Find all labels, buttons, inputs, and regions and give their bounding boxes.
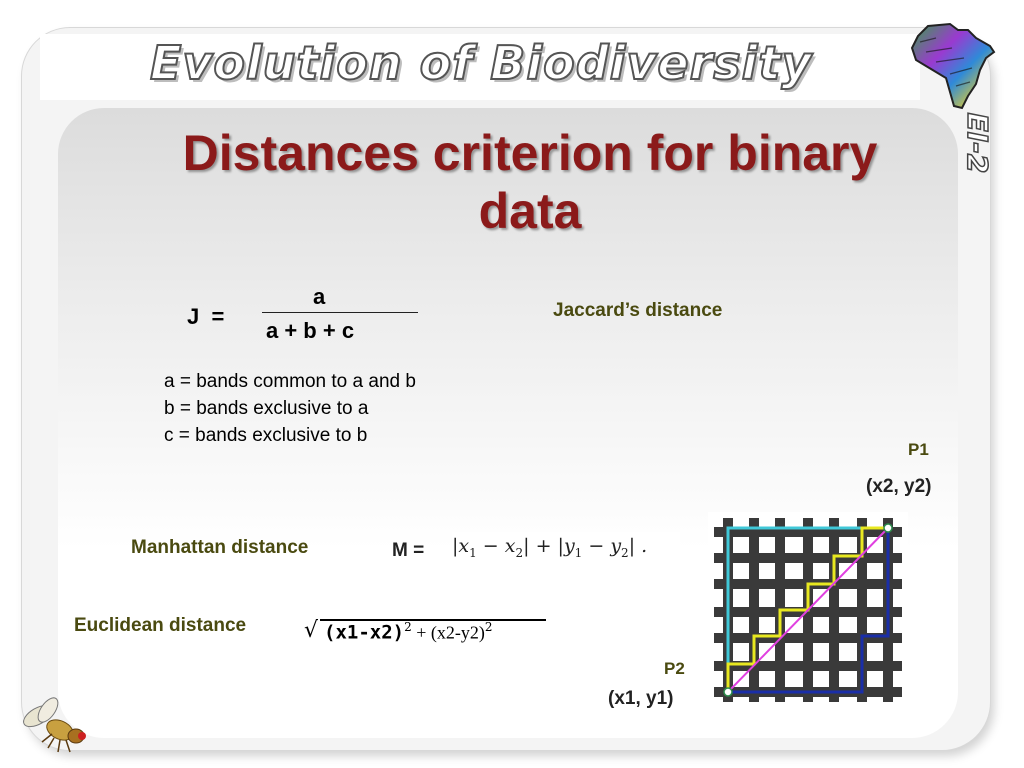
definition-c: c = bands exclusive to b bbox=[164, 425, 368, 446]
euclidean-plus-term: + (x2-y2) bbox=[411, 622, 485, 643]
grid-vertical-bar bbox=[857, 518, 867, 702]
cyan-path bbox=[726, 526, 888, 692]
manhattan-formula: |x1 − x2| + |y1 − y2| . bbox=[452, 532, 680, 560]
side-code: EI-2 bbox=[961, 112, 996, 174]
p1-coords: (x2, y2) bbox=[866, 476, 932, 497]
slide-title: Distances criterion for binary data bbox=[182, 125, 878, 239]
manhattan-label: Manhattan distance bbox=[131, 537, 309, 558]
africa-map-logo-icon bbox=[910, 22, 996, 110]
sqrt-radical-icon: √ bbox=[304, 618, 319, 643]
grid-horizontal-bar bbox=[714, 633, 902, 643]
euclidean-term1: (x1-x2) bbox=[324, 621, 405, 644]
p2-label: P2 bbox=[664, 659, 685, 678]
jaccard-numerator: a bbox=[313, 284, 326, 309]
magenta-diagonal bbox=[727, 527, 889, 693]
header-title: Evolution of Biodiversity bbox=[149, 35, 813, 91]
jaccard-denominator: a + b + c bbox=[266, 318, 355, 343]
fruit-fly-icon bbox=[23, 697, 86, 753]
jaccard-lhs: J = bbox=[187, 304, 225, 329]
city-grid-diagram bbox=[708, 512, 908, 708]
euclidean-formula: (x1-x2)2 + (x2-y2)2 bbox=[324, 620, 493, 644]
definition-b: b = bands exclusive to a bbox=[164, 398, 369, 419]
p2-coords: (x1, y1) bbox=[608, 688, 674, 709]
title-band bbox=[40, 34, 920, 100]
manhattan-lhs: M = bbox=[392, 540, 425, 561]
p1-label: P1 bbox=[908, 440, 929, 459]
manhattan-period: . bbox=[641, 535, 648, 557]
grid-vertical-bar bbox=[829, 518, 839, 702]
grid-horizontal-bar bbox=[714, 607, 902, 617]
grid-horizontal-bar bbox=[714, 661, 902, 671]
euclidean-exp2: 2 bbox=[484, 620, 493, 634]
euclidean-exp1: 2 bbox=[404, 620, 412, 634]
p1-marker bbox=[883, 523, 893, 533]
sqrt-bar bbox=[320, 619, 546, 621]
p2-marker bbox=[723, 687, 733, 697]
fraction-bar bbox=[262, 312, 418, 313]
euclidean-label: Euclidean distance bbox=[74, 615, 247, 636]
jaccard-label: Jaccard’s distance bbox=[553, 300, 723, 321]
definition-a: a = bands common to a and b bbox=[164, 371, 416, 392]
blue-path bbox=[728, 528, 890, 694]
